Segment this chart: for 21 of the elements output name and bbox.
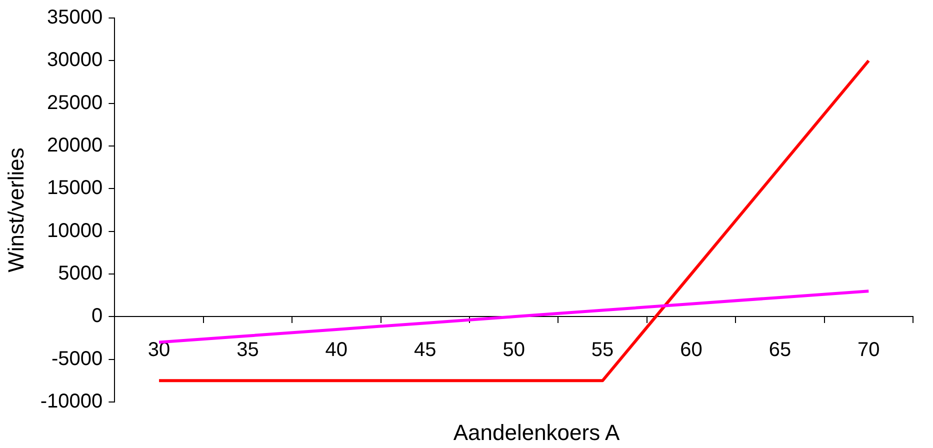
y-tick-label: -5000: [52, 348, 103, 370]
y-tick-label: 25000: [47, 92, 103, 114]
x-tick-label: 35: [236, 339, 259, 362]
x-tick-label: 60: [680, 339, 702, 362]
x-tick-label: 65: [768, 339, 792, 362]
y-tick-label: 0: [92, 305, 103, 328]
y-tick-label: 20000: [47, 134, 103, 157]
y-tick-label: 30000: [47, 49, 103, 72]
x-tick-label: 40: [325, 339, 348, 362]
x-tick-label: 50: [502, 339, 525, 362]
y-tick-label: 5000: [58, 262, 103, 285]
x-tick-label: 30: [148, 339, 170, 362]
x-axis-title: Aandelenkoers A: [452, 420, 621, 446]
y-axis-title: Winst/verlies: [3, 148, 28, 272]
y-tick-label: 35000: [47, 6, 103, 29]
y-tick-label: 15000: [47, 177, 103, 200]
y-tick-label: -10000: [40, 390, 103, 413]
x-tick-label: 70: [858, 339, 880, 362]
y-tick-label: 10000: [47, 220, 103, 242]
x-tick-label: 45: [414, 339, 436, 362]
x-tick-label: 55: [591, 339, 614, 362]
